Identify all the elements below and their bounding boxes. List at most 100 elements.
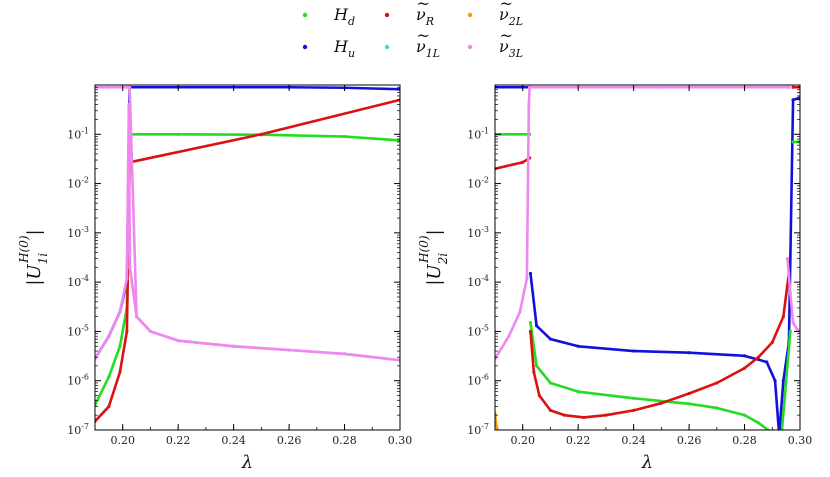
- axes-frame: [494, 84, 801, 431]
- legend-item-Hu: Hu: [302, 37, 355, 60]
- left-chart: 0.20 0.22 0.24 0.26 0.28 0.30 10-7 10-6 10-5 10-4…: [17, 84, 413, 473]
- data-point: [785, 257, 790, 261]
- data-point: [632, 408, 636, 412]
- series-6: [495, 156, 532, 171]
- data-point: [632, 396, 636, 400]
- data-point: [232, 344, 236, 348]
- data-point: [791, 85, 795, 89]
- x-tick-label: 0.28: [732, 434, 757, 447]
- right-chart: 0.20 0.22 0.24 0.26 0.28 0.30 10-7 10-6 10-5 10-4…: [417, 84, 813, 473]
- series-9: [495, 411, 500, 430]
- legend-item-nu1L: ν1L~: [384, 26, 440, 60]
- series-3: [528, 321, 770, 430]
- data-point: [765, 360, 769, 364]
- data-point: [148, 329, 153, 334]
- x-tick-label: 0.30: [388, 434, 413, 447]
- data-point: [659, 85, 663, 89]
- legend-label-nu3L: ν3L: [499, 37, 523, 60]
- data-point: [791, 321, 795, 325]
- x-tick-label: 0.30: [788, 434, 813, 447]
- series-line: [95, 103, 400, 362]
- data-point: [742, 366, 747, 370]
- y-tick-label: 10-2: [67, 176, 89, 191]
- data-point: [128, 85, 132, 89]
- data-point: [576, 390, 580, 394]
- data-point: [742, 413, 747, 417]
- data-point: [788, 329, 792, 334]
- series-line: [495, 85, 531, 360]
- series-11: [528, 85, 791, 89]
- legend-tilde-nu3L: ~: [500, 26, 513, 45]
- y-tick-label: 10-5: [467, 323, 489, 338]
- data-point: [521, 160, 525, 164]
- legend-label-nu1L: ν1L: [416, 37, 440, 60]
- y-tick-label: 10-2: [467, 176, 489, 191]
- y-tick-label: 10-1: [67, 126, 89, 141]
- data-point: [773, 379, 777, 383]
- axes-frame: [94, 84, 401, 431]
- data-point: [791, 98, 795, 102]
- y-tick-label: 10-6: [467, 373, 489, 388]
- legend-label-Hd: Hd: [333, 5, 355, 28]
- data-point: [756, 421, 761, 425]
- data-point: [134, 314, 139, 319]
- y-tick-label: 10-5: [67, 323, 89, 338]
- legend-item-Hd: Hd: [302, 5, 355, 28]
- data-point: [176, 339, 180, 343]
- series-1: [95, 132, 400, 407]
- series-line: [495, 156, 531, 171]
- x-tick-label: 0.22: [566, 434, 591, 447]
- y-tick-label: 10-4: [67, 274, 89, 289]
- legend-tilde-nuR: ~: [417, 0, 430, 13]
- legend-marker-nu3L: [467, 44, 473, 50]
- series-line: [95, 98, 400, 423]
- data-point: [128, 265, 132, 269]
- series-line: [529, 272, 791, 419]
- x-tick-label: 0.26: [277, 434, 302, 447]
- legend-item-nuR: νR~: [384, 0, 434, 28]
- series-0: [528, 96, 800, 436]
- data-point: [259, 132, 263, 136]
- data-point: [118, 85, 122, 89]
- legend-item-nu3L: ν3L~: [467, 26, 523, 60]
- data-point: [687, 402, 691, 406]
- legend-label-nu2L: ν2L: [499, 5, 523, 28]
- legend: Hd νR~ν2L~Hu ν1L~ν3L~: [302, 0, 523, 60]
- y-tick-label: 10-7: [467, 422, 489, 437]
- data-point: [118, 310, 122, 314]
- data-point: [342, 352, 347, 356]
- data-point: [525, 276, 529, 280]
- x-tick-label: 0.24: [621, 434, 646, 447]
- data-point: [770, 340, 774, 344]
- data-point: [125, 329, 129, 334]
- legend-label-nuR: νR: [416, 5, 434, 28]
- series-line: [529, 321, 770, 430]
- data-point: [582, 415, 586, 420]
- data-point: [781, 314, 785, 319]
- data-point: [742, 354, 747, 358]
- legend-marker-Hu: [302, 44, 308, 50]
- series-line: [529, 96, 800, 430]
- data-point: [528, 85, 532, 89]
- data-point: [632, 349, 636, 353]
- legend-marker-nu2L: [467, 12, 473, 18]
- y-tick-label: 10-4: [467, 274, 489, 289]
- data-point: [659, 401, 663, 405]
- y-tick-label: 10-1: [467, 126, 489, 141]
- x-tick-label: 0.20: [110, 434, 135, 447]
- x-axis-label: λ: [641, 452, 653, 473]
- data-point: [534, 324, 539, 328]
- data-point: [534, 364, 539, 368]
- legend-marker-nu1L: [384, 44, 390, 50]
- data-point: [107, 404, 111, 409]
- data-point: [287, 348, 291, 352]
- legend-marker-Hd: [302, 12, 308, 18]
- series-12: [785, 257, 800, 334]
- data-point: [107, 85, 111, 89]
- data-point: [784, 379, 788, 383]
- data-point: [528, 321, 533, 325]
- data-point: [787, 85, 791, 89]
- series-line: [95, 132, 400, 407]
- y-axis-label: |U2iH(0)|: [417, 229, 450, 285]
- data-point: [778, 433, 781, 436]
